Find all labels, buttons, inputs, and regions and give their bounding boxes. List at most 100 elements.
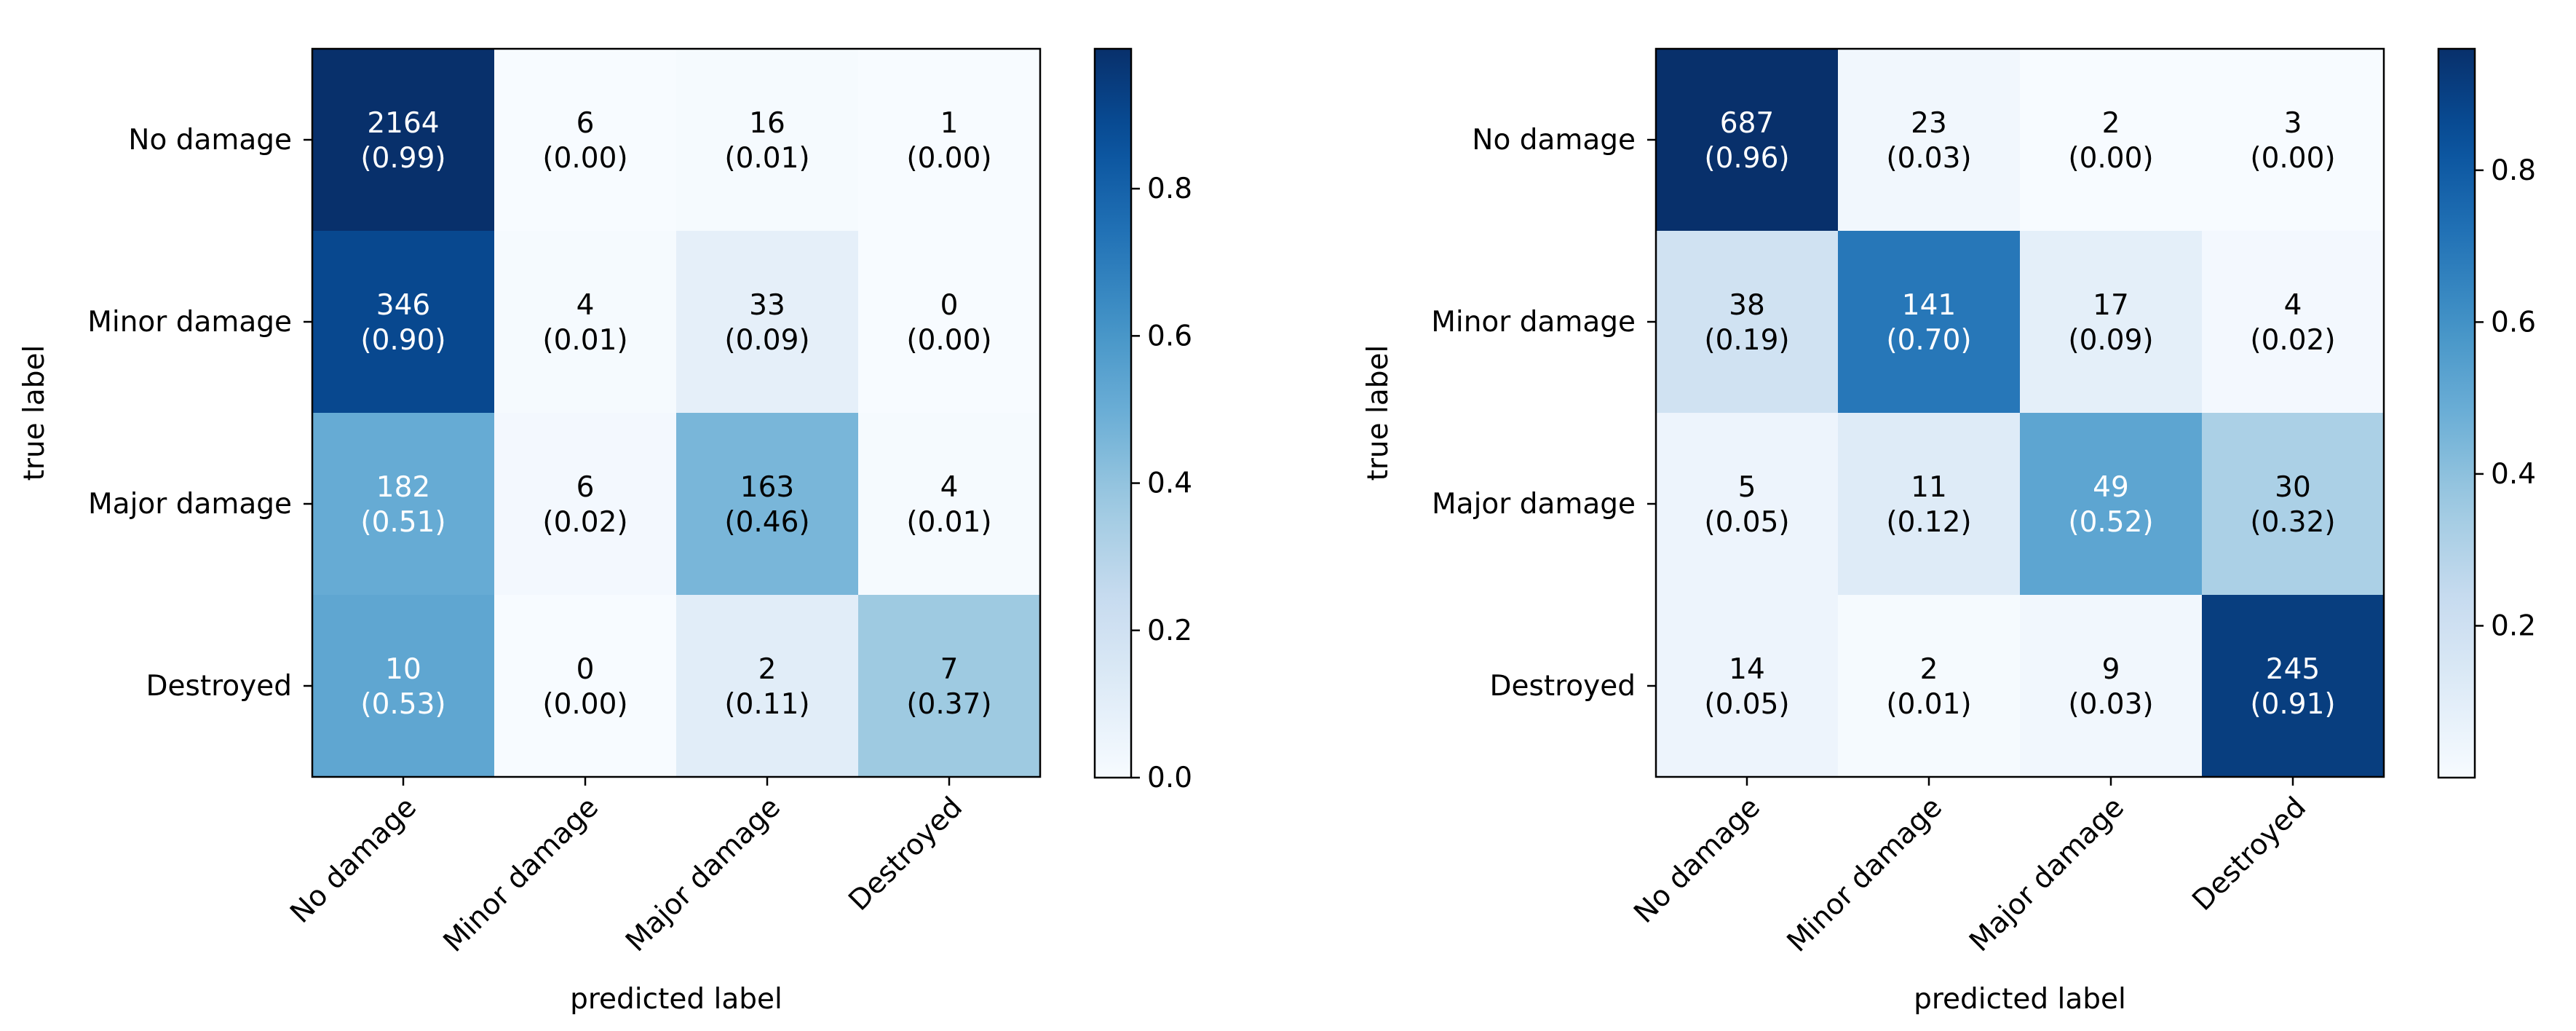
heatmap-cell [494, 231, 676, 413]
cell-count-label: 4 [940, 471, 959, 504]
cell-count-label: 33 [749, 289, 785, 322]
cell-normalized-label: (0.11) [724, 688, 809, 721]
cell-count-label: 10 [385, 653, 421, 686]
heatmap-cell [2202, 231, 2384, 413]
y-tick-label: No damage [1472, 124, 1636, 157]
cell-normalized-label: (0.96) [1704, 142, 1789, 175]
heatmap-cell [2020, 595, 2202, 777]
x-axis-label: predicted label [570, 983, 782, 1016]
cell-normalized-label: (0.09) [724, 324, 809, 357]
cell-count-label: 7 [940, 653, 959, 686]
x-axis-label: predicted label [1914, 983, 2126, 1016]
y-tick-label: Major damage [88, 488, 292, 521]
cell-normalized-label: (0.70) [1886, 324, 1971, 357]
cell-normalized-label: (0.01) [1886, 688, 1971, 721]
cell-normalized-label: (0.02) [2250, 324, 2335, 357]
colorbar-tick-label: 0.6 [2491, 306, 2536, 339]
cell-count-label: 4 [2284, 289, 2302, 322]
cell-count-label: 6 [576, 471, 595, 504]
heatmap-cell [676, 231, 858, 413]
cell-count-label: 17 [2093, 289, 2129, 322]
x-tick-label: Minor damage [1781, 791, 1949, 958]
cell-normalized-label: (0.00) [2068, 142, 2153, 175]
cell-count-label: 0 [576, 653, 595, 686]
colorbar: 0.0 0.2 0.4 0.6 0.8 [1093, 47, 1192, 794]
cell-count-label: 1 [940, 107, 959, 140]
heatmap-cell [676, 49, 858, 231]
cell-count-label: 6 [576, 107, 595, 140]
colorbar-frame [2437, 47, 2476, 779]
cell-normalized-label: (0.51) [360, 506, 445, 539]
cell-normalized-label: (0.53) [360, 688, 445, 721]
cell-count-label: 182 [376, 471, 430, 504]
cell-count-label: 49 [2093, 471, 2129, 504]
cell-count-label: 38 [1729, 289, 1765, 322]
x-tick-label: Minor damage [437, 791, 605, 958]
cell-count-label: 2164 [367, 107, 439, 140]
cell-count-label: 11 [1911, 471, 1947, 504]
colorbar-gradient [2438, 49, 2475, 778]
colorbar-tick-label: 0.6 [1147, 320, 1192, 352]
y-tick-label: Destroyed [1489, 670, 1636, 703]
heatmap-cell [1838, 49, 2020, 231]
cell-count-label: 245 [2266, 653, 2320, 686]
heatmap-cell [1656, 49, 1838, 231]
heatmap-cell [676, 595, 858, 777]
colorbar-tick-label: 0.2 [1147, 615, 1192, 647]
colorbar-tick-label: 0.4 [2491, 458, 2536, 491]
cell-normalized-label: (0.91) [2250, 688, 2335, 721]
cell-normalized-label: (0.00) [542, 142, 627, 175]
cell-count-label: 3 [2284, 107, 2302, 140]
cell-normalized-label: (0.02) [542, 506, 627, 539]
cell-normalized-label: (0.90) [360, 324, 445, 357]
confusion-matrix-2: 687(0.96)23(0.03)2(0.00)3(0.00)38(0.19)1… [1362, 47, 2536, 1016]
cell-normalized-label: (0.00) [906, 324, 991, 357]
cell-normalized-label: (0.01) [906, 506, 991, 539]
x-tick-label: Destroyed [2186, 791, 2313, 917]
cell-normalized-label: (0.12) [1886, 506, 1971, 539]
cell-count-label: 2 [1920, 653, 1938, 686]
heatmap-cell [2202, 413, 2384, 595]
cell-normalized-label: (0.32) [2250, 506, 2335, 539]
colorbar-frame [1093, 47, 1133, 779]
cell-count-label: 346 [376, 289, 430, 322]
colorbar-tick-label: 0.2 [2491, 609, 2536, 642]
heatmap-cell [2020, 49, 2202, 231]
heatmap-cell [494, 595, 676, 777]
cell-normalized-label: (0.05) [1704, 688, 1789, 721]
cell-normalized-label: (0.37) [906, 688, 991, 721]
x-tick-label: Destroyed [842, 791, 969, 917]
cell-count-label: 14 [1729, 653, 1765, 686]
heatmap-cell [858, 413, 1040, 595]
colorbar-tick-label: 0.8 [2491, 154, 2536, 187]
heatmap-cell [858, 49, 1040, 231]
heatmap-cell [2202, 49, 2384, 231]
cell-count-label: 9 [2102, 653, 2120, 686]
cell-count-label: 141 [1902, 289, 1956, 322]
heatmap-cell [312, 231, 494, 413]
cell-normalized-label: (0.52) [2068, 506, 2153, 539]
y-tick-label: No damage [128, 124, 292, 157]
heatmap-cell [1656, 231, 1838, 413]
cell-normalized-label: (0.03) [2068, 688, 2153, 721]
cell-normalized-label: (0.01) [542, 324, 627, 357]
x-tick-label: Major damage [619, 791, 787, 958]
heatmap-cell [1838, 413, 2020, 595]
cell-count-label: 163 [740, 471, 794, 504]
heatmap-cell [494, 413, 676, 595]
cell-count-label: 4 [576, 289, 595, 322]
cell-normalized-label: (0.00) [2250, 142, 2335, 175]
x-tick-label: No damage [1628, 791, 1767, 930]
heatmap-cell [2020, 231, 2202, 413]
colorbar: 0.2 0.4 0.6 0.8 [2437, 47, 2536, 779]
heatmap-cell [1656, 595, 1838, 777]
colorbar-gradient [1095, 49, 1131, 778]
y-tick-label: Destroyed [146, 670, 292, 703]
cell-normalized-label: (0.01) [724, 142, 809, 175]
cell-normalized-label: (0.46) [724, 506, 809, 539]
cell-count-label: 23 [1911, 107, 1947, 140]
y-axis-label: true label [1362, 345, 1395, 481]
heatmap-cell [312, 595, 494, 777]
